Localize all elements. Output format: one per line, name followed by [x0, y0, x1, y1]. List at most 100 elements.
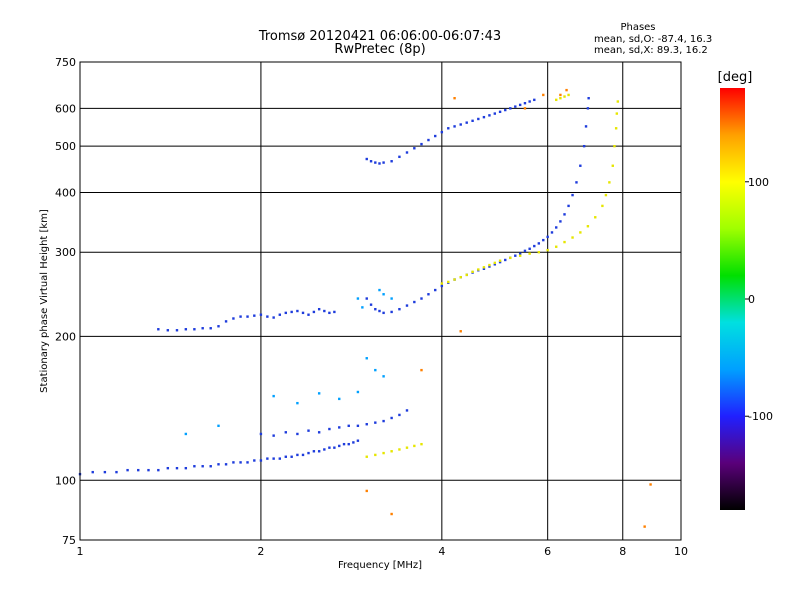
data-point [246, 315, 249, 318]
data-points [78, 88, 652, 528]
data-point [477, 117, 480, 121]
data-point [488, 265, 491, 268]
y-tick-label: 400 [55, 186, 76, 199]
data-point [594, 216, 597, 219]
data-point [601, 204, 604, 208]
data-point [209, 327, 212, 330]
data-point [565, 88, 568, 92]
data-point [232, 461, 235, 464]
data-point [498, 110, 502, 114]
data-point [193, 328, 196, 331]
data-point [209, 465, 212, 468]
data-point [147, 468, 150, 472]
data-point [157, 328, 160, 331]
data-point [312, 450, 316, 453]
data-point [217, 463, 220, 466]
data-point [616, 100, 620, 103]
colorbar-tick-label: 0 [748, 293, 755, 306]
data-point [338, 426, 341, 429]
data-point [615, 112, 619, 115]
data-point [427, 138, 430, 142]
data-point [434, 288, 437, 292]
data-point [582, 144, 586, 148]
data-point [614, 127, 618, 130]
data-point [356, 424, 360, 428]
data-point [398, 155, 401, 159]
x-axis-label: Frequency [MHz] [338, 560, 422, 571]
data-point [157, 468, 160, 472]
data-point [253, 459, 256, 462]
data-point [201, 465, 204, 468]
data-point [307, 429, 310, 432]
data-point [465, 273, 468, 277]
data-point [546, 248, 549, 252]
data-point [307, 451, 310, 455]
data-point [365, 157, 368, 161]
data-point [523, 107, 527, 110]
data-point [528, 100, 531, 103]
colorbar-label: [deg] [718, 70, 753, 85]
data-point [465, 121, 468, 124]
data-point [369, 160, 373, 163]
x-tick-label: 6 [544, 545, 551, 558]
data-point [259, 313, 263, 316]
data-point [390, 310, 393, 314]
data-point [374, 453, 377, 457]
data-point [342, 442, 346, 446]
data-point [259, 459, 263, 462]
data-point [434, 134, 437, 138]
data-point [224, 463, 228, 466]
phase-info-heading: Phases [620, 22, 655, 33]
data-point [307, 313, 310, 316]
data-point [537, 251, 541, 254]
data-point [333, 446, 336, 449]
data-point [567, 93, 570, 97]
data-point [290, 455, 293, 458]
data-point [542, 93, 545, 97]
data-point [224, 320, 228, 323]
data-point [504, 258, 507, 262]
data-point [550, 231, 554, 234]
data-point [356, 390, 360, 394]
data-point [584, 125, 588, 128]
x-tick-label: 10 [674, 545, 688, 558]
data-point [184, 328, 188, 331]
data-point [571, 236, 574, 239]
data-point [567, 204, 570, 208]
data-point [413, 444, 416, 448]
data-point [488, 114, 491, 117]
data-point [493, 263, 497, 266]
data-point [103, 470, 107, 474]
data-point [317, 307, 321, 311]
data-point [390, 512, 393, 516]
colorbar [720, 88, 745, 510]
data-point [504, 108, 507, 112]
data-point [284, 431, 287, 434]
data-point [488, 263, 491, 267]
x-tick-labels: 1 2 4 6 8 10 [77, 545, 689, 558]
data-point [563, 240, 566, 244]
data-point [498, 259, 502, 262]
data-point [365, 297, 368, 300]
data-point [477, 268, 480, 271]
data-point [328, 311, 331, 315]
data-point [482, 115, 486, 119]
grid-lines [80, 62, 681, 540]
data-point [382, 451, 385, 455]
data-point [272, 434, 275, 437]
y-tick-label: 600 [55, 102, 76, 115]
data-point [555, 98, 558, 102]
data-point [312, 310, 316, 314]
data-point [405, 151, 409, 154]
data-point [382, 293, 385, 296]
data-point [571, 193, 574, 197]
data-point [604, 193, 608, 197]
data-point [546, 235, 549, 239]
data-point [347, 442, 350, 446]
data-point [278, 457, 281, 460]
data-point [405, 446, 409, 449]
data-point [296, 453, 299, 457]
data-point [405, 409, 409, 412]
data-point [246, 461, 249, 464]
data-point [413, 300, 416, 304]
